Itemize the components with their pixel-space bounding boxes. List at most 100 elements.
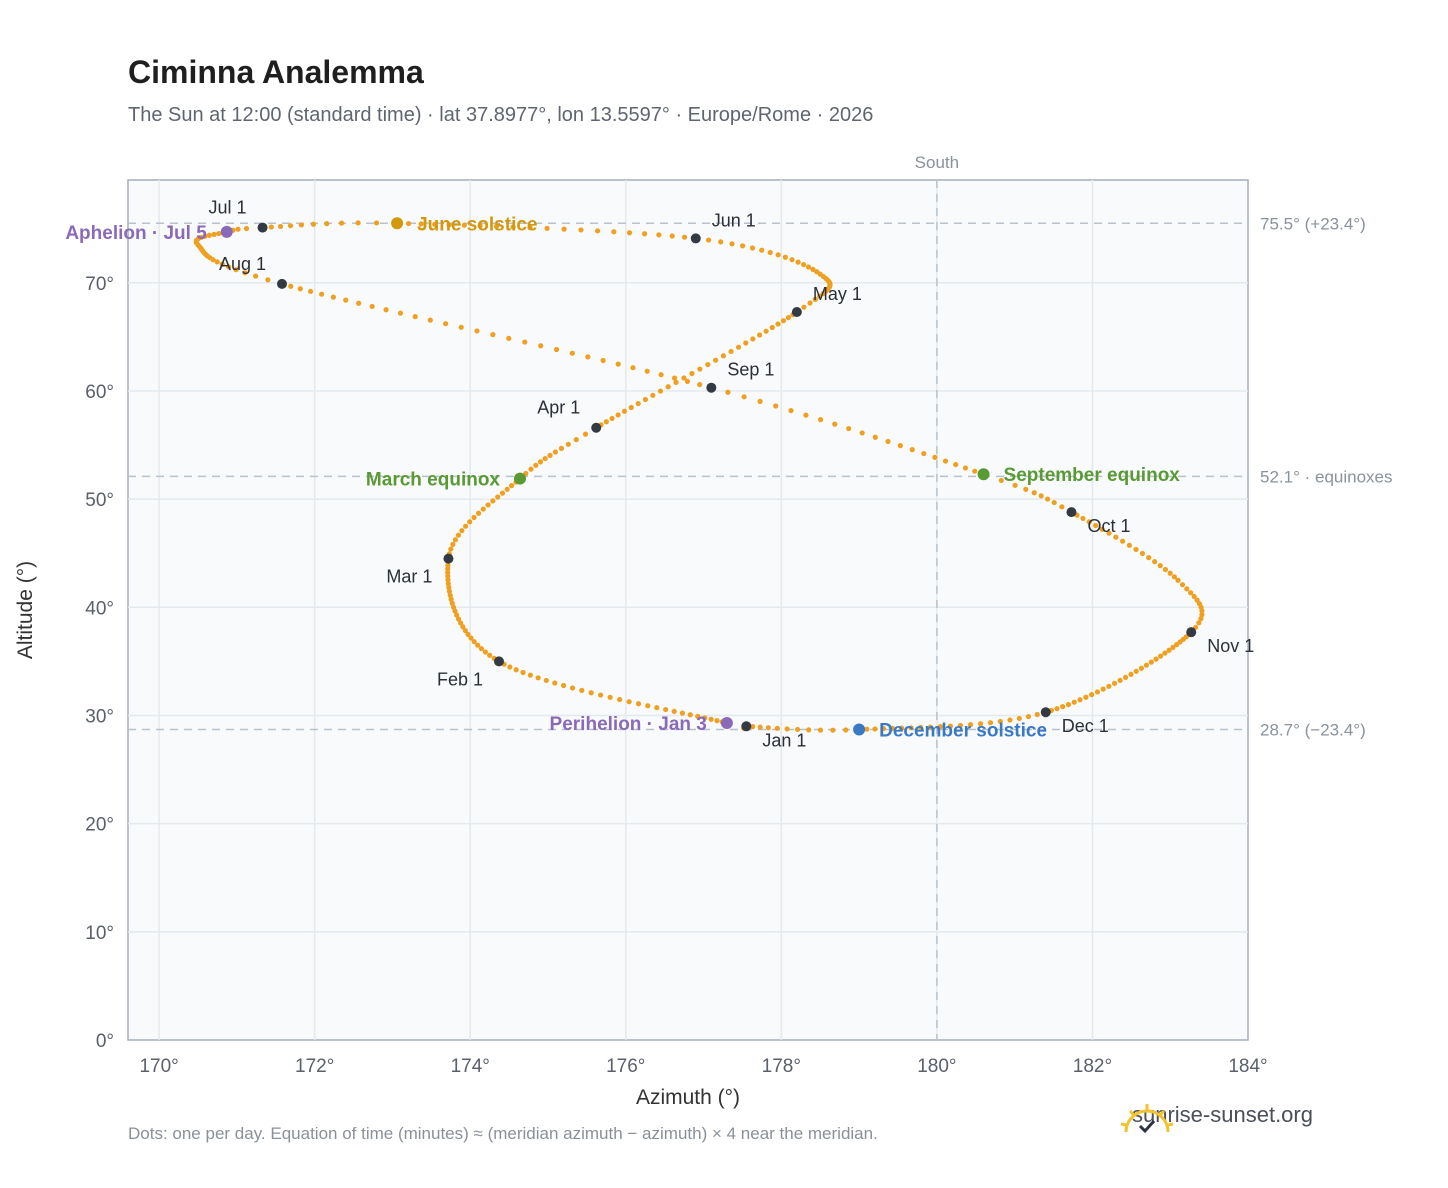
daily-sun-dot xyxy=(544,225,550,231)
daily-sun-dot xyxy=(493,223,500,229)
daily-sun-dot xyxy=(206,232,212,238)
daily-sun-dot xyxy=(725,389,731,395)
daily-sun-dot xyxy=(679,710,686,716)
daily-sun-dot xyxy=(1199,608,1205,614)
daily-sun-dot xyxy=(817,727,824,733)
daily-sun-dot xyxy=(310,221,317,227)
daily-sun-dot xyxy=(795,259,801,265)
daily-sun-dot xyxy=(552,680,558,686)
daily-sun-dot xyxy=(705,361,711,368)
daily-sun-dot xyxy=(471,639,477,645)
daily-sun-dot xyxy=(490,332,496,338)
daily-sun-dot xyxy=(513,667,519,673)
event-markers: June solstice December solstice March equi… xyxy=(65,214,1180,741)
daily-sun-dot xyxy=(1157,653,1164,659)
daily-sun-dot xyxy=(921,450,927,457)
daily-sun-dot xyxy=(1126,542,1132,548)
daily-sun-dot xyxy=(506,335,512,341)
daily-sun-dot xyxy=(749,245,756,251)
daily-sun-dot xyxy=(769,324,775,331)
daily-sun-dot xyxy=(527,225,533,231)
daily-sun-dot xyxy=(443,321,449,327)
daily-sun-dot xyxy=(759,247,765,253)
daily-sun-dot xyxy=(810,266,816,273)
daily-sun-dot xyxy=(932,454,938,460)
daily-sun-dot xyxy=(499,490,506,496)
event-label: March equinox xyxy=(366,470,501,491)
y-tick-label: 60° xyxy=(85,382,114,403)
daily-sun-dot xyxy=(817,417,824,423)
event-label: December solstice xyxy=(879,721,1047,742)
daily-sun-dot xyxy=(1031,490,1037,496)
daily-sun-dot xyxy=(1099,526,1105,532)
daily-sun-dot xyxy=(468,635,474,641)
daily-sun-dot xyxy=(600,357,606,364)
daily-sun-dot xyxy=(684,378,690,384)
daily-sun-dot xyxy=(448,546,454,552)
daily-sun-dot xyxy=(582,431,589,437)
daily-sun-dot xyxy=(1143,662,1150,668)
daily-sun-dot xyxy=(1117,677,1123,684)
daily-sun-dot xyxy=(669,233,675,239)
daily-sun-dot xyxy=(642,396,649,403)
daily-sun-dot xyxy=(626,230,633,236)
daily-sun-dot xyxy=(446,588,453,595)
daily-sun-dot xyxy=(533,462,539,468)
daily-sun-dot xyxy=(830,727,836,733)
daily-sun-dot xyxy=(552,449,559,455)
daily-sun-dot xyxy=(805,264,812,270)
x-tick-label: 180° xyxy=(917,1056,956,1077)
daily-sun-dot xyxy=(650,392,656,398)
daily-sun-dot xyxy=(885,438,891,445)
month-label: Sep 1 xyxy=(727,360,774,380)
daily-sun-dot xyxy=(785,314,792,321)
daily-sun-dot xyxy=(543,677,549,684)
daily-sun-dot xyxy=(1106,683,1112,689)
daily-sun-dot xyxy=(1111,680,1118,686)
daily-sun-dot xyxy=(1077,697,1083,703)
sunrise-logo-icon xyxy=(1120,1104,1174,1134)
brand[interactable]: sunrise-sunset.org xyxy=(1120,1102,1313,1134)
daily-sun-dot xyxy=(573,437,579,443)
daily-sun-dot xyxy=(702,715,708,721)
daily-sun-dot xyxy=(898,725,905,731)
daily-sun-dot xyxy=(418,221,424,227)
daily-sun-dot xyxy=(807,300,813,306)
daily-sun-dot xyxy=(775,252,781,258)
daily-sun-dot xyxy=(665,384,671,390)
daily-sun-dot xyxy=(462,627,468,634)
month-marker xyxy=(443,553,454,564)
daily-sun-dot xyxy=(957,722,964,729)
daily-sun-dot xyxy=(735,344,742,350)
daily-sun-dot xyxy=(475,510,482,516)
daily-sun-dot xyxy=(210,257,216,263)
daily-sun-dot xyxy=(447,592,453,598)
daily-sun-dot xyxy=(697,366,703,372)
daily-sun-dot xyxy=(1051,499,1057,506)
daily-sun-dot xyxy=(450,541,456,547)
daily-sun-dot xyxy=(729,241,735,247)
event-marker xyxy=(853,723,866,736)
daily-sun-dot xyxy=(528,466,534,472)
event-marker xyxy=(514,472,526,485)
daily-sun-dot xyxy=(471,514,477,521)
daily-sun-dot xyxy=(455,616,462,622)
daily-sun-dot xyxy=(1060,704,1066,710)
daily-sun-dot xyxy=(880,726,887,732)
daily-sun-dot xyxy=(607,694,613,700)
daily-sun-dot xyxy=(1007,717,1013,723)
daily-sun-dot xyxy=(452,537,459,543)
daily-sun-dot xyxy=(697,381,703,388)
daily-sun-dot xyxy=(962,465,969,471)
daily-sun-dot xyxy=(458,324,464,330)
daily-sun-dot xyxy=(1080,515,1086,522)
daily-sun-dot xyxy=(459,528,465,534)
daily-sun-dot xyxy=(558,445,565,451)
daily-sun-dot xyxy=(535,675,541,681)
daily-sun-dot xyxy=(1113,534,1119,540)
daily-sun-dot xyxy=(465,631,471,637)
daily-sun-dot xyxy=(967,722,974,728)
chart-title: Ciminna Analemma xyxy=(128,54,424,90)
daily-sun-dot xyxy=(615,412,621,418)
